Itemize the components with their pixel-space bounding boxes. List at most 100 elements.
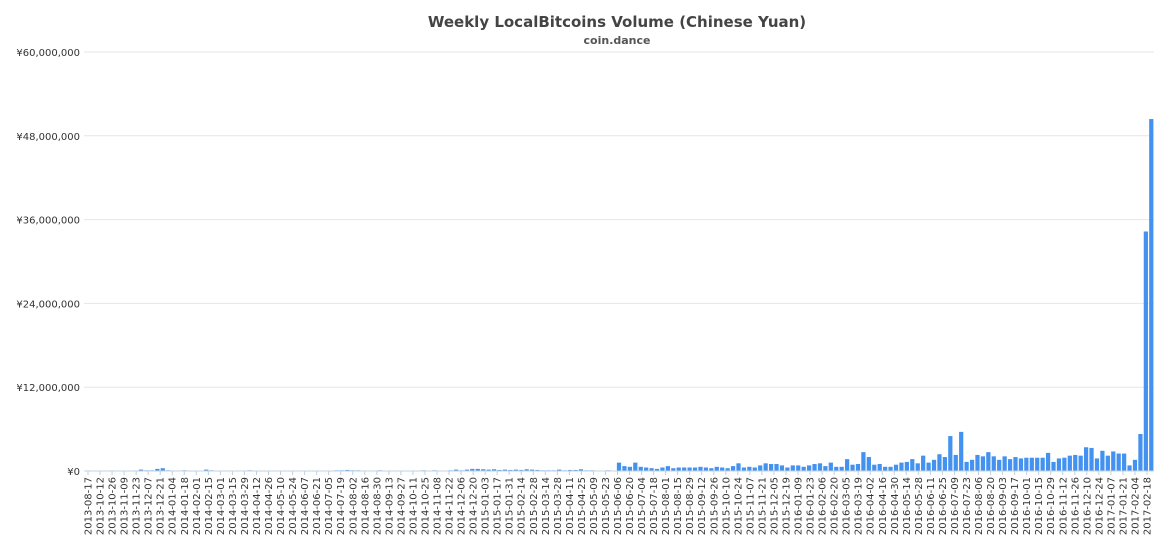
bars [138,119,1154,471]
bar [513,469,518,471]
x-tick-label: 2015-09-12 [697,477,708,535]
x-tick-label: 2014-05-24 [288,477,299,535]
bar [1029,457,1034,471]
x-tick-label: 2016-11-26 [1070,477,1081,535]
x-tick-label: 2016-03-19 [854,477,865,535]
bar [709,468,714,471]
x-tick-label: 2014-05-10 [276,477,287,535]
bar [654,468,660,471]
x-tick-label: 2016-10-15 [1034,477,1045,535]
x-tick-label: 2013-10-26 [108,477,119,535]
bar [986,452,991,471]
bar [850,464,855,471]
bar [714,466,719,471]
x-tick-label: 2016-10-29 [1046,477,1057,535]
x-tick-label: 2015-01-31 [505,477,516,535]
bar [997,459,1002,471]
bar [1073,454,1078,471]
x-tick-label: 2014-10-11 [408,477,419,535]
bar [763,463,768,471]
x-tick-label: 2015-02-14 [517,477,528,535]
bar [1100,450,1105,471]
bar [698,466,703,471]
bar [720,467,725,471]
bar [578,469,584,471]
bar [638,466,643,471]
bar [969,459,975,471]
x-tick-label: 2016-07-09 [950,477,961,535]
x-tick-label: 2014-04-26 [264,477,275,535]
x-tick-label: 2013-10-12 [96,477,107,535]
bar [535,469,540,471]
x-tick-label: 2015-03-14 [541,477,552,535]
bar [768,464,774,471]
bar [692,467,698,471]
x-tick-label: 2016-12-10 [1082,477,1093,535]
x-tick-label: 2015-08-01 [661,477,672,535]
bar [622,466,627,471]
bar [975,454,980,471]
bar [1138,433,1143,471]
x-tick-label: 2014-08-30 [372,477,383,535]
bar [861,452,866,471]
bar [817,463,823,471]
bar [796,465,801,471]
bar [790,465,795,471]
y-tick-label: ¥48,000,000 [16,132,80,143]
x-tick-label: 2013-08-17 [84,477,95,535]
bar [633,462,638,471]
x-tick-label: 2015-05-09 [589,477,600,535]
bar [1078,455,1083,471]
bar [910,459,915,471]
bar [1127,465,1132,471]
bar [1116,453,1121,471]
bar [758,465,763,471]
x-tick-label: 2016-06-11 [926,477,937,535]
bar [1149,119,1154,471]
bar [806,465,812,471]
bar [155,468,160,471]
x-tick-label: 2014-02-01 [192,477,203,535]
bar [877,464,882,471]
bar [660,467,665,471]
x-axis-ticks: 2013-08-17 2013-10-12 2013-10-26 2013-11-09… [84,471,1154,535]
x-tick-label: 2015-07-18 [649,477,660,535]
x-tick-label: 2017-02-18 [1143,477,1154,535]
x-tick-label: 2016-01-09 [794,477,805,535]
bar [1083,447,1089,471]
bar [568,469,573,471]
bar [665,466,670,471]
y-tick-label: ¥60,000,000 [16,48,80,59]
x-tick-label: 2015-04-11 [565,477,576,535]
bar [904,461,909,471]
x-tick-label: 2015-10-10 [721,477,732,535]
y-tick-label: ¥36,000,000 [16,216,80,227]
bar [627,466,632,471]
bar [524,469,529,471]
bar [573,469,578,471]
x-tick-label: 2017-01-07 [1106,477,1117,535]
x-tick-label: 2015-12-19 [781,477,792,535]
x-tick-label: 2016-04-02 [866,477,877,535]
bar [160,468,165,471]
bar [649,468,654,471]
bar [747,466,752,471]
bar [883,466,888,471]
x-tick-label: 2015-02-28 [529,477,540,535]
x-tick-label: 2016-04-16 [878,477,889,535]
bar [491,469,497,471]
gridlines [84,51,1154,388]
chart-subtitle: coin.dance [584,34,651,47]
bar [926,462,931,471]
x-tick-label: 2015-09-26 [709,477,720,535]
x-tick-label: 2016-09-17 [1010,477,1021,535]
bar [779,465,785,471]
bar [959,431,964,471]
y-tick-label: ¥12,000,000 [16,383,80,394]
bar [931,459,937,471]
bar [1007,459,1013,471]
bar [1035,457,1040,471]
x-tick-label: 2014-01-04 [168,477,179,535]
bar [204,469,209,471]
